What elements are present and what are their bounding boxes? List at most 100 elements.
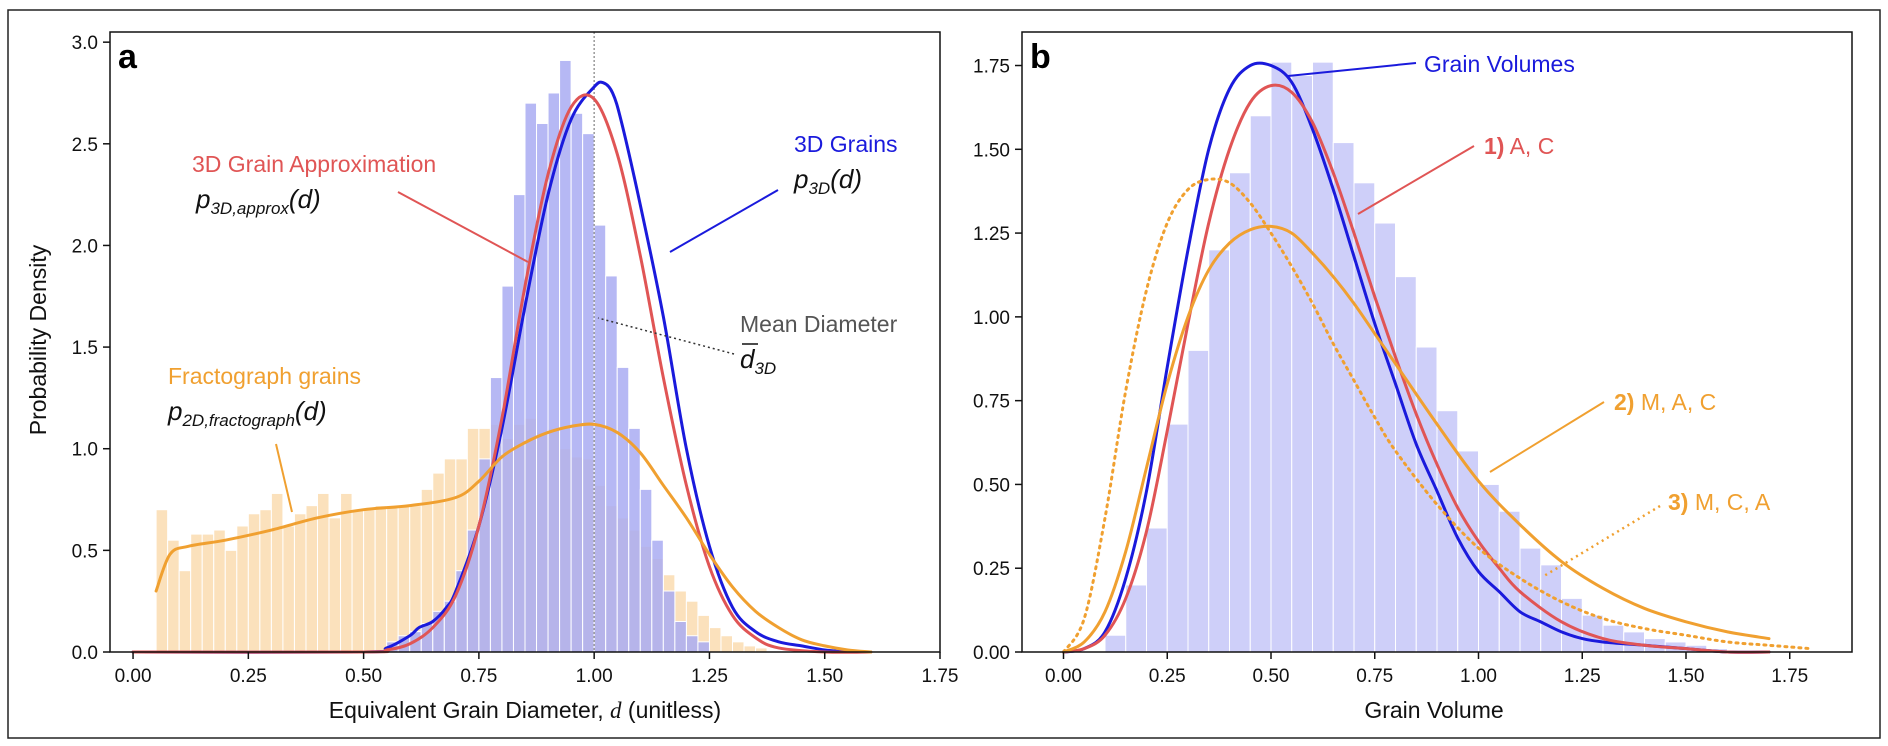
fractograph-bar	[270, 492, 284, 653]
series-1-a-c-curve	[1062, 83, 1771, 654]
y-tick-label: 3.0	[72, 33, 98, 54]
panel-a-y-axis-label: Probability Density	[25, 244, 51, 435]
series-p3d-approx-d-curve	[131, 93, 873, 654]
x-tick-label: 1.00	[576, 666, 613, 687]
fractograph-bar	[340, 492, 353, 653]
grain-volume-bar	[1457, 450, 1479, 653]
x-tick-label: 0.75	[1356, 666, 1393, 687]
panel-b-y-ticks: 0.00 0.25 0.50 0.75 1.00 1.25 1.50 1.75	[973, 57, 1022, 664]
fractograph-bar	[236, 525, 249, 653]
annotation-3d-grains-leader	[669, 189, 779, 253]
grains-3d-bar	[685, 635, 699, 653]
panel-b-letter: b	[1030, 38, 1051, 76]
grains-3d-bar	[593, 224, 607, 653]
grains-3d-bar	[489, 377, 503, 653]
grain-volume-bar	[1374, 222, 1396, 653]
panel-b-curves	[1062, 61, 1812, 654]
annotation-fit-1: 1) A, C	[1484, 133, 1554, 159]
grains-3d-bar	[651, 539, 664, 653]
grains-3d-bar	[570, 112, 584, 653]
grains-3d-bar	[628, 427, 641, 653]
panel-b-x-ticks: 0.00 0.25 0.50 0.75 1.00 1.25 1.50 1.75	[1045, 652, 1808, 687]
fractograph-bar	[328, 517, 342, 653]
fractograph-bar	[720, 635, 733, 653]
series-p2d-fractograph-d-curve	[154, 422, 873, 654]
x-tick-label: 0.00	[115, 666, 152, 687]
x-tick-label: 0.25	[230, 666, 267, 687]
fractograph-bar	[224, 549, 238, 653]
grain-volume-bar	[1415, 346, 1438, 653]
grains-3d-bar	[616, 366, 630, 653]
grains-3d-bar	[512, 194, 526, 653]
x-tick-label: 1.25	[1564, 666, 1601, 687]
panel-a: 0.00 0.25 0.50 0.75 1.00 1.25 1.50 1.75 0.0 0.5 1…	[25, 31, 958, 723]
grain-volume-bar	[1270, 61, 1293, 653]
fractograph-bar	[397, 505, 411, 653]
annotation-fit-3: 3) M, C, A	[1668, 489, 1771, 515]
annotation-3d-approx-math: p3D,approx(d)	[195, 184, 321, 218]
panel-b: 0.00 0.25 0.50 0.75 1.00 1.25 1.50 1.75 0.00 0.2…	[973, 31, 1853, 723]
annotation-mean-diameter-math: d3D	[740, 344, 776, 378]
grains-3d-bar	[501, 285, 514, 653]
fractograph-bar	[190, 533, 203, 653]
annotation-grain-volumes-leader	[1287, 62, 1417, 77]
y-tick-label: 1.00	[973, 308, 1010, 329]
fractograph-bar	[732, 641, 745, 653]
fractograph-bar	[201, 533, 215, 653]
y-tick-label: 0.5	[72, 541, 98, 562]
x-tick-label: 0.50	[345, 666, 382, 687]
grain-volume-bar	[1291, 75, 1313, 653]
grain-volume-bar	[1208, 249, 1230, 653]
y-tick-label: 0.50	[973, 475, 1010, 496]
annotation-3d-grains: 3D Grains	[794, 131, 898, 157]
annotation-3d-approx: 3D Grain Approximation	[192, 151, 436, 177]
y-tick-label: 1.50	[973, 140, 1010, 161]
x-tick-label: 0.75	[460, 666, 497, 687]
figure-border	[7, 9, 1881, 739]
grains-3d-bar	[639, 488, 653, 653]
annotation-3d-approx-leader	[397, 191, 529, 263]
y-tick-label: 0.0	[72, 643, 98, 664]
grain-volume-bar	[1312, 61, 1334, 653]
panel-b-x-axis-label: Grain Volume	[1364, 697, 1503, 723]
fractograph-bar	[374, 505, 388, 653]
fractograph-bar	[386, 505, 399, 653]
grains-3d-bar	[674, 621, 687, 653]
panel-a-letter: a	[118, 38, 138, 76]
y-tick-label: 0.75	[973, 392, 1010, 413]
x-tick-label: 0.25	[1149, 666, 1186, 687]
y-tick-label: 0.00	[973, 643, 1010, 664]
annotation-fit-1-leader	[1357, 145, 1475, 215]
grains-3d-bar	[524, 102, 538, 653]
grain-volume-bar	[1166, 423, 1189, 653]
y-tick-label: 1.5	[72, 338, 98, 359]
grains-3d-bar	[697, 641, 710, 653]
annotation-fit-3-leader	[1543, 504, 1661, 578]
fractograph-bar	[363, 509, 376, 653]
grain-volume-bar	[1229, 172, 1251, 653]
series-2-m-a-c-curve	[1062, 224, 1771, 654]
y-tick-label: 1.75	[973, 57, 1010, 78]
panel-a-frame	[109, 31, 941, 653]
grain-volume-histogram	[1104, 61, 1728, 653]
grain-volume-bar	[1104, 634, 1127, 653]
grains-3d-bar	[662, 590, 676, 653]
x-tick-label: 1.50	[806, 666, 843, 687]
fractograph-bar	[293, 513, 307, 653]
fractograph-bar	[178, 570, 192, 653]
fractograph-bar	[305, 505, 319, 653]
panel-a-y-ticks: 0.0 0.5 1.0 1.5 2.0 2.5 3.0	[72, 33, 110, 664]
x-tick-label: 0.50	[1253, 666, 1290, 687]
annotation-fractograph-math: p2D,fractograph(d)	[167, 396, 327, 430]
grains-3d-bar	[582, 133, 595, 653]
series-grain-volumes-curve	[1062, 61, 1771, 654]
annotation-grain-volumes: Grain Volumes	[1424, 51, 1575, 77]
annotation-fractograph: Fractograph grains	[168, 363, 361, 389]
panel-a-x-axis-label: Equivalent Grain Diameter, d (unitless)	[329, 697, 721, 723]
fractograph-bar	[155, 509, 169, 653]
series-3-m-c-a-curve	[1062, 177, 1812, 654]
y-tick-label: 1.0	[72, 440, 98, 461]
fractograph-bar	[708, 627, 722, 653]
fractograph-bar	[743, 645, 757, 653]
grain-volume-bar	[1187, 349, 1210, 653]
